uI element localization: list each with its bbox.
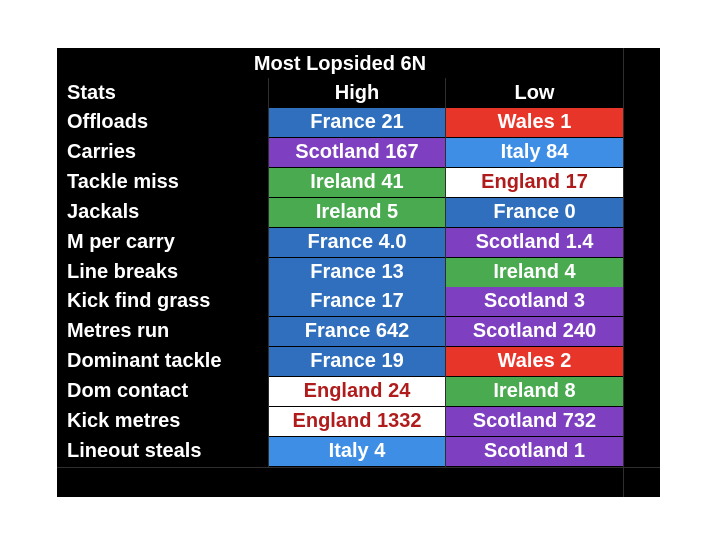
stat-label: Lineout steals <box>67 439 202 462</box>
stat-label: Dom contact <box>67 380 189 403</box>
header-row: Stats High Low <box>57 78 660 108</box>
high-value-cell: Ireland 41 <box>269 167 445 197</box>
table-row: Carries Scotland 167 Italy 84 <box>57 137 660 168</box>
low-value-cell: Ireland 8 <box>446 377 623 407</box>
header-high: High <box>334 82 380 104</box>
column-divider <box>623 48 624 497</box>
stat-label: Tackle miss <box>67 170 179 193</box>
stat-label: Carries <box>67 140 136 163</box>
stat-label: Line breaks <box>67 260 179 283</box>
low-value-cell: Wales 2 <box>446 347 623 377</box>
high-value-cell: Italy 4 <box>269 436 445 466</box>
low-value-cell: Scotland 732 <box>446 407 623 436</box>
table-row: Offloads France 21 Wales 1 <box>57 108 660 138</box>
stats-table: Most Lopsided 6N Stats High Low Offloads… <box>57 48 660 497</box>
low-value-cell: Scotland 1 <box>446 436 623 466</box>
low-value-cell: England 17 <box>446 167 623 197</box>
table-row: Lineout steals Italy 4 Scotland 1 <box>57 436 660 467</box>
low-value-cell: Scotland 1.4 <box>446 227 623 257</box>
table-row: M per carry France 4.0 Scotland 1.4 <box>57 227 660 258</box>
low-value-cell: Scotland 240 <box>446 317 623 347</box>
low-value-cell: France 0 <box>446 197 623 227</box>
high-value-cell: France 21 <box>269 108 445 137</box>
column-divider <box>268 78 269 467</box>
high-value-cell: England 1332 <box>269 407 445 436</box>
high-value-cell: France 4.0 <box>269 227 445 257</box>
stat-label: Kick find grass <box>67 290 211 313</box>
header-low: Low <box>514 82 555 104</box>
high-value-cell: France 19 <box>269 347 445 377</box>
stat-label: Jackals <box>67 200 140 223</box>
high-value-cell: Scotland 167 <box>269 137 445 167</box>
high-value-cell: England 24 <box>269 377 445 407</box>
header-stats: Stats <box>67 82 116 104</box>
high-value-cell: Ireland 5 <box>269 197 445 227</box>
table-row: Tackle miss Ireland 41 England 17 <box>57 167 660 198</box>
high-value-cell: France 17 <box>269 287 445 317</box>
low-value-cell: Wales 1 <box>446 108 623 137</box>
table-row: Dom contact England 24 Ireland 8 <box>57 377 660 407</box>
table-row: Line breaks France 13 Ireland 4 <box>57 257 660 288</box>
low-value-cell: Ireland 4 <box>446 257 623 287</box>
stat-label: Kick metres <box>67 410 181 432</box>
high-value-cell: France 13 <box>269 257 445 287</box>
stat-label: Dominant tackle <box>67 350 222 373</box>
title-row: Most Lopsided 6N <box>57 48 660 78</box>
table-row: Jackals Ireland 5 France 0 <box>57 197 660 228</box>
table-row: Kick find grass France 17 Scotland 3 <box>57 287 660 317</box>
table-row: Dominant tackle France 19 Wales 2 <box>57 347 660 377</box>
column-divider <box>445 78 446 467</box>
stat-label: Metres run <box>67 320 170 343</box>
table-row: Metres run France 642 Scotland 240 <box>57 317 660 347</box>
high-value-cell: France 642 <box>269 317 445 347</box>
stat-label: Offloads <box>67 111 149 133</box>
low-value-cell: Scotland 3 <box>446 287 623 317</box>
table-title: Most Lopsided 6N <box>253 53 427 75</box>
table-row: Kick metres England 1332 Scotland 732 <box>57 407 660 437</box>
stat-label: M per carry <box>67 230 175 253</box>
low-value-cell: Italy 84 <box>446 137 623 167</box>
row-divider <box>57 467 660 468</box>
